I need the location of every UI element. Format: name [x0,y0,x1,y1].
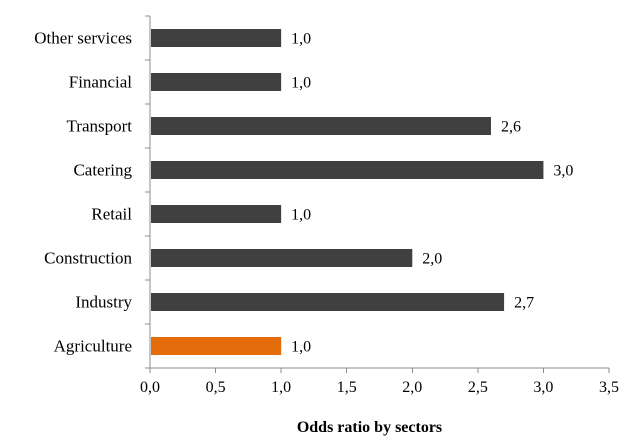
data-label: 1,0 [291,75,311,92]
x-axis-title: Odds ratio by sectors [297,419,442,436]
x-tick-label: 0,5 [206,379,226,396]
data-label: 2,6 [501,119,521,136]
category-label: Catering [73,161,132,180]
x-tick-label: 3,0 [533,379,553,396]
x-tick-label: 1,0 [271,379,291,396]
x-tick-label: 1,5 [337,379,357,396]
x-tick-label: 3,5 [599,379,619,396]
x-tick-label: 2,0 [402,379,422,396]
bar [151,205,282,223]
category-label: Industry [75,293,132,312]
data-label: 1,0 [291,207,311,224]
category-label: Construction [44,249,132,268]
bar [151,249,413,267]
category-label: Retail [91,205,132,224]
category-label: Financial [69,73,133,92]
bar [151,117,491,135]
ticks-group [145,15,610,373]
data-label: 1,0 [291,339,311,356]
data-label: 2,0 [422,251,442,268]
bars-group [151,29,544,355]
labels-group: Agriculture 1,0 Industry 2,7 Construction 2,0… [34,29,619,397]
x-tick-label: 0,0 [140,379,160,396]
axes-group [149,16,609,369]
x-tick-label: 2,5 [468,379,488,396]
bar [151,293,505,311]
data-label: 2,7 [514,295,534,312]
bar [151,29,282,47]
data-label: 1,0 [291,31,311,48]
category-label: Other services [34,29,132,48]
bar [151,161,544,179]
category-label: Transport [67,117,133,136]
data-label: 3,0 [553,163,573,180]
category-label: Agriculture [54,337,132,356]
bar [151,337,282,355]
bar [151,73,282,91]
